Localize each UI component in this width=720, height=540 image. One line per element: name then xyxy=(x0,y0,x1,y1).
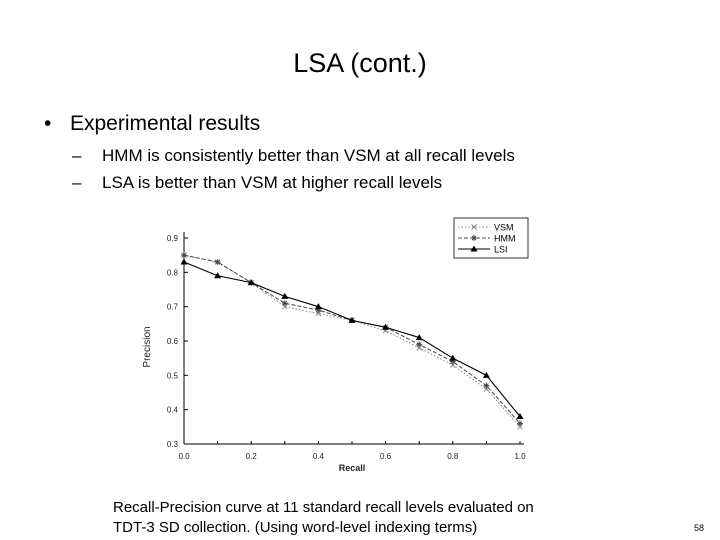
data-point-lsi xyxy=(382,323,390,330)
data-point-lsi xyxy=(348,316,356,323)
recall-precision-chart: 0.3 0.4 0.5 0.6 0.7 0.8 0.9 0.0 0.2 0.4 0.6 0.8 1.0 R… xyxy=(140,216,540,483)
data-point-hmm xyxy=(315,307,322,314)
series-line-lsi xyxy=(183,261,521,417)
y-tick-label: 0.9 xyxy=(167,234,179,243)
caption-line-1: Recall-Precision curve at 11 standard re… xyxy=(113,499,534,516)
subpoint-2: – LSA is better than VSM at higher recall… xyxy=(72,173,442,193)
series-line-hmm xyxy=(183,254,521,424)
x-tick-label: 0.8 xyxy=(447,452,459,461)
data-point-hmm xyxy=(214,259,221,266)
y-tick-label: 0.4 xyxy=(167,406,179,415)
y-tick-label: 0.7 xyxy=(167,303,179,312)
data-point-lsi xyxy=(180,258,188,265)
data-point-lsi xyxy=(314,303,322,310)
legend-label-vsm: VSM xyxy=(494,223,514,233)
data-point-hmm xyxy=(181,252,187,259)
legend-marker-hmm xyxy=(471,235,477,241)
data-point-hmm xyxy=(517,420,523,427)
bullet-item: • Experimental results xyxy=(44,112,260,136)
data-point-lsi xyxy=(247,279,255,286)
y-tick-label: 0.8 xyxy=(167,268,179,277)
chart-caption: Recall-Precision curve at 11 standard re… xyxy=(113,498,534,538)
legend-label-lsi: LSI xyxy=(494,245,508,255)
page-number: 58 xyxy=(694,523,705,533)
data-point-lsi xyxy=(482,371,490,378)
subpoint-text: LSA is better than VSM at higher recall … xyxy=(102,173,443,192)
x-tick-label: 0.4 xyxy=(313,452,325,461)
data-point-hmm xyxy=(281,300,288,307)
dash-icon: – xyxy=(72,173,82,192)
chart-svg: 0.3 0.4 0.5 0.6 0.7 0.8 0.9 0.0 0.2 0.4 0.6 0.8 1.0 R… xyxy=(142,217,529,473)
data-point-lsi xyxy=(214,272,222,279)
x-tick-label: 0.2 xyxy=(246,452,258,461)
subpoint-text: HMM is consistently better than VSM at a… xyxy=(102,146,515,165)
subpoint-1: – HMM is consistently better than VSM at … xyxy=(72,146,515,166)
y-tick-label: 0.3 xyxy=(167,440,179,449)
y-tick-label: 0.6 xyxy=(167,337,179,346)
data-point-lsi xyxy=(516,413,524,420)
data-point-lsi xyxy=(449,354,457,361)
x-axis-label: Recall xyxy=(339,463,366,473)
legend-marker-lsi xyxy=(470,245,478,252)
data-point-hmm xyxy=(449,358,456,365)
bullet-dot-icon: • xyxy=(44,112,52,135)
slide-title: LSA (cont.) xyxy=(293,48,427,78)
x-tick-label: 1.0 xyxy=(514,452,526,461)
x-tick-label: 0.0 xyxy=(178,452,190,461)
caption-line-2: TDT-3 SD collection. (Using word-level i… xyxy=(113,519,478,536)
y-axis-label: Precision xyxy=(142,326,153,367)
series-line-vsm xyxy=(183,254,521,428)
bullet-text: Experimental results xyxy=(70,112,261,135)
x-tick-label: 0.6 xyxy=(380,452,392,461)
y-tick-label: 0.5 xyxy=(167,371,179,380)
data-point-hmm xyxy=(416,341,423,348)
data-point-lsi xyxy=(415,334,423,341)
legend-marker-vsm xyxy=(471,224,477,230)
data-point-hmm xyxy=(483,382,490,389)
legend-label-hmm: HMM xyxy=(494,234,516,244)
data-point-lsi xyxy=(281,292,289,299)
dash-icon: – xyxy=(72,146,82,165)
